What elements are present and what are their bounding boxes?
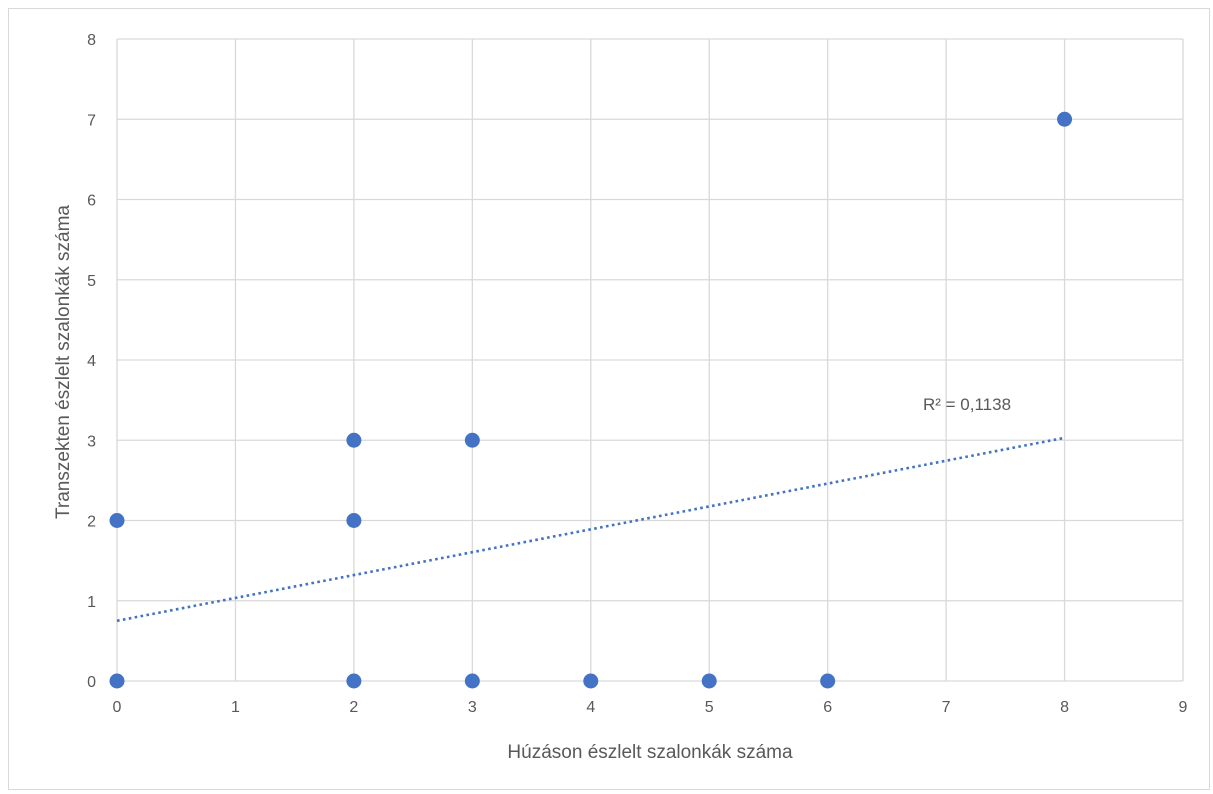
data-points: [109, 111, 1073, 689]
data-point: [1057, 111, 1073, 127]
y-tick-label: 6: [87, 193, 96, 210]
data-point: [346, 432, 362, 448]
r-squared-label: R² = 0,1138: [923, 395, 1011, 414]
x-tick-label: 6: [823, 699, 832, 716]
data-point: [464, 432, 480, 448]
x-axis-ticks: 0 1 2 3 4 5 6 7 8 9: [113, 699, 1188, 716]
x-tick-label: 2: [349, 699, 358, 716]
x-tick-label: 8: [1060, 699, 1069, 716]
x-tick-label: 5: [705, 699, 714, 716]
data-point: [583, 673, 599, 689]
y-tick-label: 4: [87, 353, 96, 370]
y-tick-label: 3: [87, 433, 96, 450]
x-tick-label: 1: [231, 699, 240, 716]
data-point: [701, 673, 717, 689]
chart-frame: [8, 8, 1210, 790]
y-tick-label: 2: [87, 514, 96, 531]
data-point: [109, 673, 125, 689]
y-tick-label: 0: [87, 674, 96, 691]
trendline: [116, 436, 1065, 623]
x-tick-label: 7: [942, 699, 951, 716]
y-tick-label: 5: [87, 273, 96, 290]
data-point: [109, 513, 125, 528]
x-axis-title: Húzáson észlelt szalonkák száma: [507, 742, 793, 763]
y-axis-ticks: 0 1 2 3 4 5 6 7 8: [87, 32, 96, 691]
data-point: [346, 673, 362, 689]
data-point: [464, 673, 480, 689]
data-point: [820, 673, 836, 689]
y-tick-label: 7: [87, 112, 96, 129]
gridlines: [116, 38, 1184, 682]
x-tick-label: 4: [586, 699, 595, 716]
y-axis-title: Transzekten észlelt szalonkák száma: [53, 205, 74, 519]
trendline-group: [116, 436, 1065, 623]
x-tick-label: 3: [468, 699, 477, 716]
data-point: [346, 513, 362, 528]
x-tick-label: 9: [1179, 699, 1188, 716]
y-tick-label: 1: [87, 594, 96, 611]
x-tick-label: 0: [113, 699, 122, 716]
y-tick-label: 8: [87, 32, 96, 49]
